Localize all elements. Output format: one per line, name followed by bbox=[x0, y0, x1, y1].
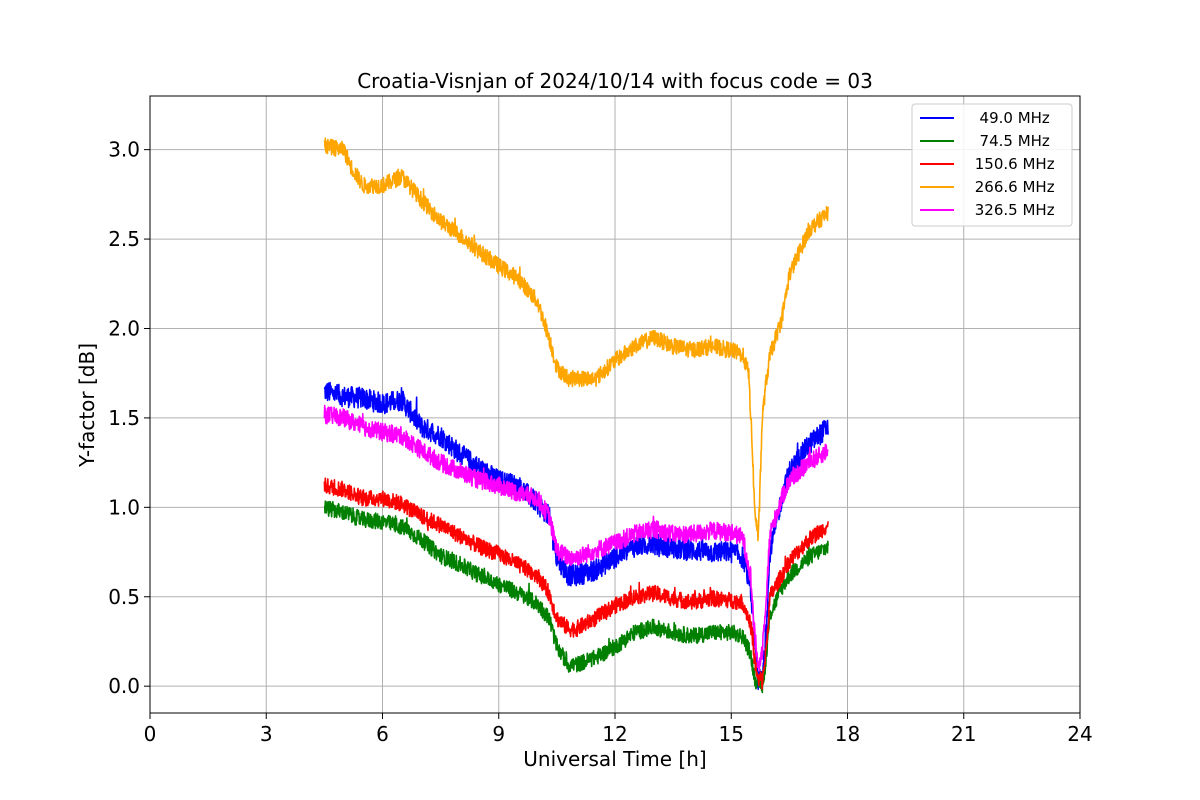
x-tick-label: 15 bbox=[719, 722, 744, 746]
legend: 49.0 MHz 74.5 MHz 150.6 MHz 266.6 MHz 32… bbox=[911, 103, 1073, 227]
chart-title: Croatia-Visnjan of 2024/10/14 with focus… bbox=[357, 69, 873, 93]
y-tick-label: 0.0 bbox=[108, 674, 140, 698]
series-4 bbox=[323, 137, 829, 542]
x-tick-label: 0 bbox=[144, 722, 157, 746]
series-2 bbox=[323, 500, 829, 694]
y-tick-label: 0.5 bbox=[108, 585, 140, 609]
y-tick-label: 1.0 bbox=[108, 495, 140, 519]
legend-label: 266.6 MHz bbox=[970, 178, 1055, 196]
legend-label: 74.5 MHz bbox=[970, 132, 1050, 150]
series-line bbox=[323, 500, 829, 694]
x-axis-label: Universal Time [h] bbox=[523, 747, 706, 771]
x-tick-label: 24 bbox=[1067, 722, 1092, 746]
series-line bbox=[323, 477, 829, 690]
y-tick-label: 3.0 bbox=[108, 138, 140, 162]
x-tick-label: 6 bbox=[376, 722, 389, 746]
x-tick-label: 18 bbox=[835, 722, 860, 746]
y-tick-label: 2.5 bbox=[108, 227, 140, 251]
legend-label: 150.6 MHz bbox=[970, 155, 1055, 173]
series-line bbox=[323, 137, 829, 542]
series-5 bbox=[323, 404, 829, 672]
x-tick-label: 21 bbox=[951, 722, 976, 746]
series-1 bbox=[323, 381, 829, 691]
series-layer bbox=[323, 137, 829, 694]
y-tick-label: 1.5 bbox=[108, 406, 140, 430]
series-line bbox=[323, 404, 829, 672]
y-axis: 0.0 0.5 1.0 1.5 2.0 2.5 3.0 bbox=[108, 138, 150, 698]
legend-label: 49.0 MHz bbox=[970, 109, 1050, 127]
x-axis: 0 3 6 9 12 15 18 21 24 bbox=[144, 713, 1093, 746]
series-3 bbox=[323, 477, 829, 690]
x-tick-label: 9 bbox=[492, 722, 505, 746]
y-axis-label: Y-factor [dB] bbox=[75, 343, 99, 468]
x-tick-label: 3 bbox=[260, 722, 273, 746]
x-tick-label: 12 bbox=[602, 722, 627, 746]
legend-label: 326.5 MHz bbox=[970, 201, 1055, 219]
series-line bbox=[323, 381, 829, 691]
y-tick-label: 2.0 bbox=[108, 316, 140, 340]
legend-box bbox=[911, 103, 1073, 227]
